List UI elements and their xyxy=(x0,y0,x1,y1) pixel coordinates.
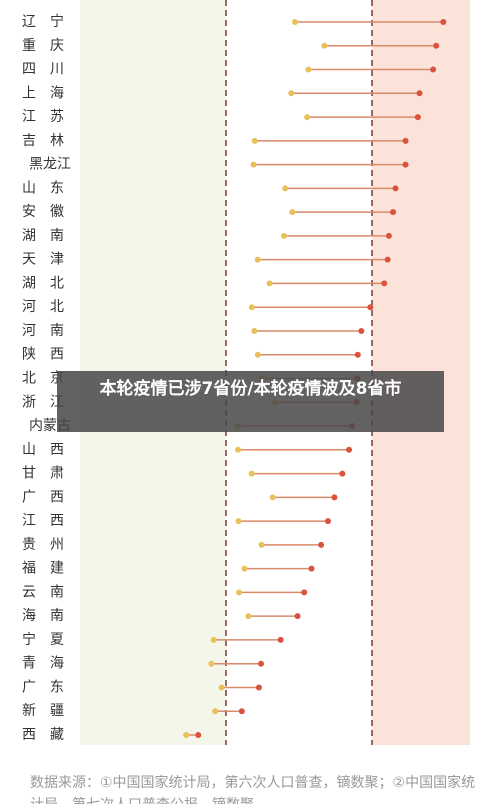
dot-start xyxy=(282,185,289,192)
dot-end xyxy=(402,161,409,168)
dot-end xyxy=(358,327,365,334)
category-label: 海南 xyxy=(22,608,78,624)
dot-start xyxy=(236,589,243,596)
dot-end xyxy=(308,565,315,572)
category-label: 青海 xyxy=(22,656,78,672)
dot-start xyxy=(254,351,261,358)
dot-end xyxy=(346,446,353,453)
dot-end xyxy=(414,114,421,121)
dot-start xyxy=(321,42,328,49)
category-label: 江西 xyxy=(22,513,78,529)
category-label: 黑龙江 xyxy=(29,157,71,173)
dot-start xyxy=(251,137,258,144)
category-label: 安徽 xyxy=(22,204,78,220)
dot-start xyxy=(305,66,312,73)
category-label: 浙江 xyxy=(22,394,78,410)
category-label: 江苏 xyxy=(22,109,78,125)
dot-end xyxy=(433,42,440,49)
category-label: 甘肃 xyxy=(22,466,78,482)
dot-start xyxy=(235,446,242,453)
category-label: 湖北 xyxy=(22,275,78,291)
dot-start xyxy=(292,19,299,25)
dot-start xyxy=(208,660,215,667)
dot-start xyxy=(280,232,287,239)
category-label: 北京 xyxy=(22,371,78,387)
dot-end xyxy=(440,19,447,25)
category-label: 贵州 xyxy=(22,537,78,553)
dot-start xyxy=(288,90,295,97)
dot-end xyxy=(339,470,346,477)
dot-start xyxy=(212,708,219,715)
source-note: 数据来源：①中国国家统计局，第六次人口普查，镝数聚；②中国国家统计局，第七次人口… xyxy=(30,775,476,804)
category-label: 吉林 xyxy=(22,133,78,149)
category-label: 宁夏 xyxy=(22,631,78,648)
dot-start xyxy=(266,280,273,287)
dot-end xyxy=(301,589,308,596)
dot-end xyxy=(416,90,423,97)
dot-end xyxy=(392,185,399,192)
dot-start xyxy=(248,304,255,311)
category-label: 辽宁 xyxy=(22,13,78,30)
dot-start xyxy=(304,114,311,121)
dot-end xyxy=(258,660,265,667)
dot-end xyxy=(324,518,331,525)
category-label: 重庆 xyxy=(22,38,78,54)
category-label: 陕西 xyxy=(22,347,78,363)
dot-start xyxy=(251,327,258,334)
category-label: 山东 xyxy=(22,180,78,196)
dot-start xyxy=(269,494,276,501)
dot-start xyxy=(248,470,255,477)
dot-end xyxy=(331,494,338,501)
category-label: 上海 xyxy=(22,85,78,101)
dot-end xyxy=(367,304,374,311)
dot-end xyxy=(385,232,392,239)
dot-start xyxy=(254,256,261,263)
dot-start xyxy=(241,565,248,572)
category-label: 广西 xyxy=(22,489,78,505)
category-label: 西藏 xyxy=(22,727,78,743)
category-label: 天津 xyxy=(22,252,78,268)
dot-end xyxy=(294,613,301,620)
dot-end xyxy=(354,351,361,358)
dot-start xyxy=(210,636,217,643)
dot-end xyxy=(384,256,391,263)
dot-end xyxy=(430,66,437,73)
category-label: 湖南 xyxy=(22,228,78,244)
dot-end xyxy=(381,280,388,287)
category-label: 河南 xyxy=(22,323,78,339)
dot-start xyxy=(258,541,265,548)
dot-start xyxy=(218,684,225,691)
dot-start xyxy=(250,161,257,168)
dot-end xyxy=(390,209,397,216)
category-label: 云南 xyxy=(22,584,78,600)
dot-end xyxy=(238,708,245,715)
category-label: 广东 xyxy=(22,679,78,695)
dot-start xyxy=(235,518,242,525)
dot-end xyxy=(318,541,325,548)
dot-end xyxy=(277,636,284,643)
category-label: 四川 xyxy=(22,62,78,78)
dot-end xyxy=(195,732,202,738)
caption: 本轮疫情已涉7省份/本轮疫情波及8省市 xyxy=(57,371,444,432)
dot-start xyxy=(183,732,190,738)
dot-end xyxy=(402,137,409,144)
category-label: 福建 xyxy=(22,561,78,577)
dot-start xyxy=(289,209,296,216)
category-label: 河北 xyxy=(22,299,78,315)
dot-start xyxy=(245,613,252,620)
category-label: 新疆 xyxy=(22,703,78,719)
category-label: 山西 xyxy=(22,442,78,458)
dot-end xyxy=(255,684,262,691)
